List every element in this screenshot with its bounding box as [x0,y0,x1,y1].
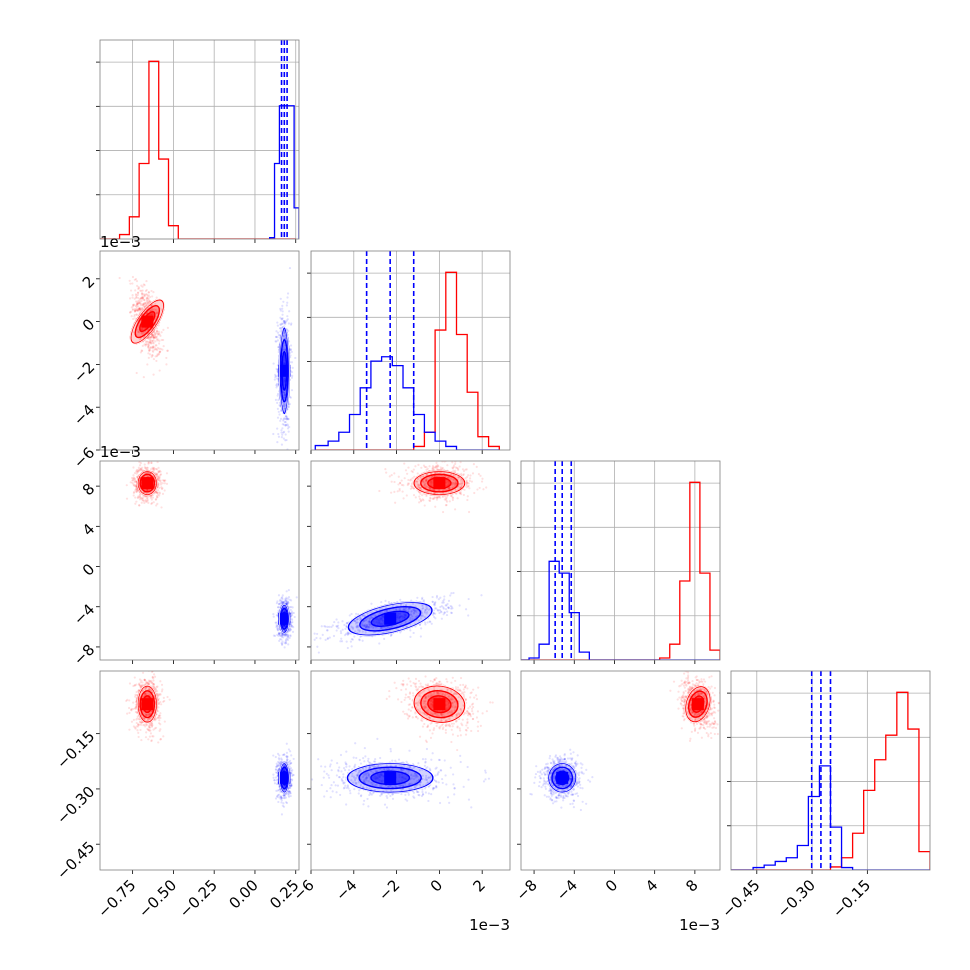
panel-frame [520,670,721,871]
x-tick-label: 8 [682,876,701,895]
density-peak-blue [384,612,397,625]
density-peak-red [691,698,704,711]
y-tick-label: −4 [70,600,98,628]
x-tick-label: −2 [375,876,403,904]
x-tick-label: −0.15 [829,876,874,921]
panel-frame [730,670,931,871]
histogram-blue-series [731,765,930,870]
histogram-red-series [521,481,720,660]
panel-frame [99,460,300,661]
x-tick-label: −0.50 [135,876,180,921]
panel-frame [520,460,721,661]
y-tick-label: 8 [79,480,98,499]
x-tick-label: −8 [513,876,541,904]
histogram-red-series [100,60,296,239]
x-tick-label: −0.25 [176,876,221,921]
x-offset-label: 1e−3 [469,916,510,934]
y-tick-label: 2 [79,272,98,291]
density-peak-blue [278,364,291,377]
density-peak-blue [278,612,291,625]
y-tick-label: −0.30 [53,783,98,828]
density-peak-blue [556,771,569,784]
x-offset-label: 1e−3 [679,916,720,934]
histogram-blue-series [314,356,500,450]
panel-1-0 [96,250,300,454]
panel-3-3 [727,670,931,874]
y-tick-label: 4 [79,520,98,539]
panel-frame [99,250,300,451]
panel-2-2 [517,460,721,664]
density-peak-red [141,315,154,328]
panel-2-1 [307,460,511,664]
panel-3-1 [307,670,511,874]
x-tick-label: −4 [553,876,581,904]
panel-0-0 [96,39,300,243]
panel-frame [310,670,511,871]
y-tick-label: −0.45 [53,838,98,883]
x-tick-label: 0.00 [225,876,261,912]
x-tick-label: 2 [470,876,489,895]
panel-3-0 [96,670,300,874]
panel-frame [99,670,300,871]
y-tick-label: −2 [70,358,98,386]
y-tick-label: −8 [70,641,98,669]
panel-1-1 [307,250,511,454]
panel-frame [310,460,511,661]
x-tick-label: −0.75 [94,876,139,921]
density-peak-red [141,698,154,711]
x-tick-label: 4 [642,876,661,895]
histogram-red-series [731,691,930,870]
y-tick-label: 0 [79,560,98,579]
y-tick-label: −4 [70,401,98,429]
y-tick-label: 0 [79,315,98,334]
panel-frame [99,39,300,240]
density-peak-red [433,477,446,490]
x-tick-label: 0 [602,876,621,895]
panel-frame [310,250,511,451]
histogram-blue-series [521,560,720,660]
panel-2-0 [96,460,300,664]
x-tick-label: −0.30 [774,876,819,921]
density-peak-blue [278,771,291,784]
y-offset-label: 1e−3 [100,443,141,461]
density-peak-red [141,477,154,490]
x-tick-label: 0 [427,876,446,895]
y-tick-label: −0.15 [53,727,98,772]
density-peak-red [433,698,446,711]
y-tick-label: −6 [70,444,98,472]
x-tick-label: −0.45 [718,876,763,921]
y-offset-label: 1e−3 [100,233,141,251]
density-peak-blue [384,771,397,784]
x-tick-label: −4 [332,876,360,904]
panel-3-2 [517,670,721,874]
